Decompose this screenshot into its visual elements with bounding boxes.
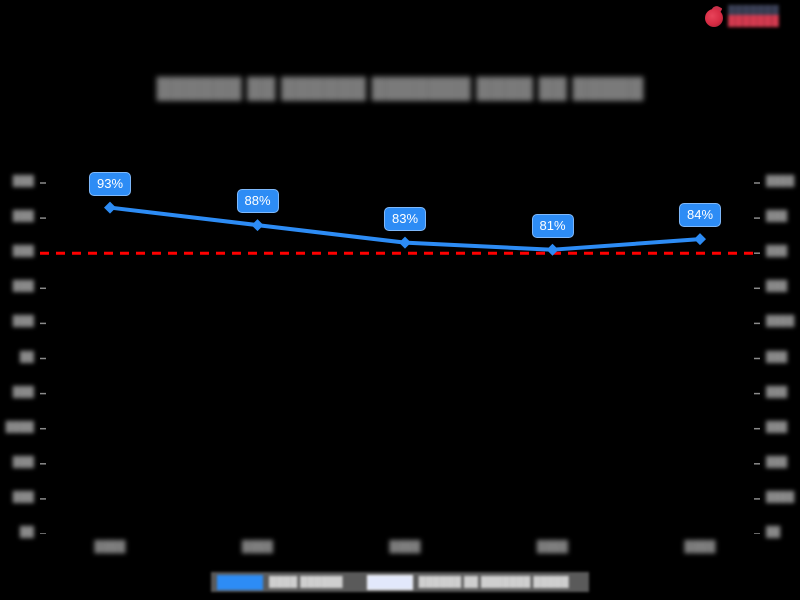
data-point-label: 81% — [531, 213, 574, 238]
y-axis-left-ticks — [40, 182, 46, 534]
legend-label-series: ████ ██████ — [269, 576, 343, 588]
brand-logo: ███████ ███████ — [703, 4, 795, 30]
brand-logo-line1: ███████ — [728, 5, 779, 17]
series-marker[interactable] — [694, 233, 706, 246]
data-point-label: 83% — [383, 206, 427, 231]
x-axis-tick-label: ████ — [684, 541, 716, 553]
legend-entry-reference[interactable]: ██████ ██ ███████ █████ — [366, 574, 569, 590]
x-axis-tick-label: ████ — [241, 541, 274, 553]
series-marker[interactable] — [251, 219, 264, 232]
series-marker[interactable] — [399, 236, 411, 249]
chart-title: ██████ ██ ██████ ███████ ████ ██ █████ — [156, 78, 644, 100]
y-axis-left-tick-label: ███ — [12, 281, 34, 293]
y-axis-right-tick-label: ███ — [766, 421, 788, 433]
legend-swatch-reference — [366, 574, 413, 590]
y-axis-left-tick-label: ███ — [12, 246, 34, 258]
legend-entry-series[interactable]: ████ ██████ — [217, 574, 343, 590]
data-point-label: 88% — [236, 189, 279, 214]
y-axis-right-tick-label: ███ — [766, 281, 788, 293]
y-axis-right-tick-label: ████ — [766, 176, 795, 187]
data-point-label: 93% — [88, 171, 132, 196]
chart-plot-area — [40, 176, 760, 534]
y-axis-right-tick-label: ███ — [766, 211, 788, 223]
brand-logo-line2: ███████ — [728, 16, 779, 27]
y-axis-right-tick-label: ███ — [766, 456, 788, 468]
y-axis-right-tick-label: ████ — [766, 491, 795, 503]
y-axis-left-tick-label: ███ — [12, 386, 34, 398]
brand-logo-text: ███████ ███████ — [728, 5, 779, 27]
y-axis-left-tick-label: ███ — [12, 316, 34, 328]
y-axis-left-tick-label: ███ — [12, 456, 34, 468]
y-axis-right-tick-label: ████ — [766, 316, 795, 328]
y-axis-left-tick-label: ███ — [12, 491, 34, 503]
series-marker[interactable] — [546, 243, 559, 256]
data-point-label: 84% — [678, 203, 722, 228]
x-axis-tick-label: ████ — [389, 541, 421, 553]
series-markers — [104, 201, 706, 256]
legend-label-reference: ██████ ██ ███████ █████ — [418, 576, 569, 588]
logo-disc — [705, 9, 723, 27]
y-axis-left-tick-label: ██ — [19, 527, 34, 538]
y-axis-right-tick-label: ███ — [766, 351, 788, 363]
y-axis-left-tick-label: ███ — [12, 211, 34, 223]
chart-svg — [40, 182, 760, 534]
x-axis-tick-label: ████ — [94, 541, 126, 553]
y-axis-right-tick-label: ██ — [766, 527, 781, 538]
y-axis-right-tick-label: ███ — [766, 386, 788, 398]
y-axis-right-tick-label: ███ — [766, 246, 788, 258]
y-axis-right-ticks — [754, 182, 760, 534]
y-axis-left-tick-label: ████ — [5, 421, 34, 433]
y-axis-left-tick-label: ██ — [19, 351, 34, 363]
legend-swatch-series — [217, 574, 263, 590]
chart-legend: ████ ██████ ██████ ██ ███████ █████ — [211, 572, 589, 592]
x-axis-tick-label: ████ — [536, 541, 569, 553]
series-marker[interactable] — [104, 201, 116, 214]
y-axis-left-tick-label: ███ — [12, 176, 34, 187]
apple-circle-icon — [703, 4, 725, 28]
